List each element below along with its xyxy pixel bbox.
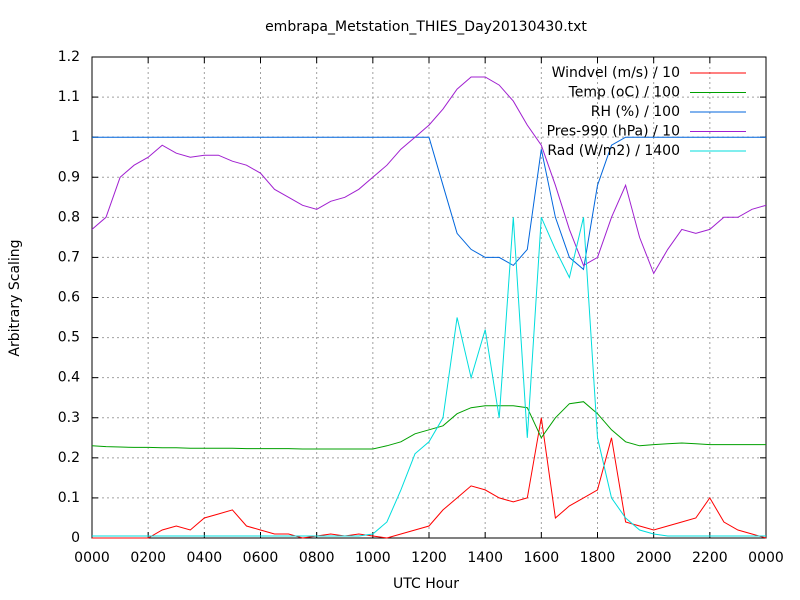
- y-axis-label: Arbitrary Scaling: [7, 239, 23, 356]
- series-line: [91, 76, 767, 275]
- legend-label: Pres-990 (hPa) / 10: [547, 124, 680, 140]
- y-tick-label: 0.6: [58, 290, 80, 306]
- y-tick-label: 0.4: [58, 370, 80, 386]
- series-line: [92, 136, 766, 271]
- y-tick-label: 0.8: [58, 209, 80, 225]
- x-tick-label: 1800: [580, 550, 616, 566]
- x-tick-label: 1400: [467, 550, 503, 566]
- series-line: [92, 417, 767, 539]
- y-tick-label: 0.3: [58, 410, 80, 426]
- y-tick-label: 0.2: [58, 450, 80, 466]
- x-tick-label: 1200: [411, 550, 447, 566]
- x-tick-label: 0400: [187, 550, 223, 566]
- y-tick-label: 0.1: [58, 490, 80, 506]
- legend-label: RH (%) / 100: [591, 104, 680, 120]
- y-tick-label: 0.5: [58, 330, 80, 346]
- y-tick-label: 1.1: [58, 89, 80, 105]
- y-tick-label: 0: [71, 530, 80, 546]
- x-tick-label: 0000: [748, 550, 784, 566]
- legend-label: Rad (W/m2) / 1400: [547, 143, 680, 159]
- x-tick-label: 2200: [692, 550, 728, 566]
- legend-label: Temp (oC) / 100: [568, 85, 680, 101]
- y-tick-label: 1.2: [58, 49, 80, 65]
- x-tick-label: 2000: [636, 550, 672, 566]
- x-tick-label: 0800: [299, 550, 335, 566]
- plot-frame: [91, 56, 767, 539]
- series-line: [92, 217, 766, 537]
- y-tick-label: 1: [71, 129, 80, 145]
- chart-title: embrapa_Metstation_THIES_Day20130430.txt: [265, 19, 587, 35]
- x-axis-label: UTC Hour: [393, 576, 459, 592]
- x-tick-label: 0600: [243, 550, 279, 566]
- x-tick-label: 1600: [524, 550, 560, 566]
- x-tick-label: 0000: [74, 550, 110, 566]
- y-tick-label: 0.7: [58, 249, 80, 265]
- y-tick-label: 0.9: [58, 169, 80, 185]
- x-tick-label: 0200: [130, 550, 166, 566]
- series-line: [91, 401, 766, 450]
- legend-label: Windvel (m/s) / 10: [552, 65, 680, 81]
- x-tick-label: 1000: [355, 550, 391, 566]
